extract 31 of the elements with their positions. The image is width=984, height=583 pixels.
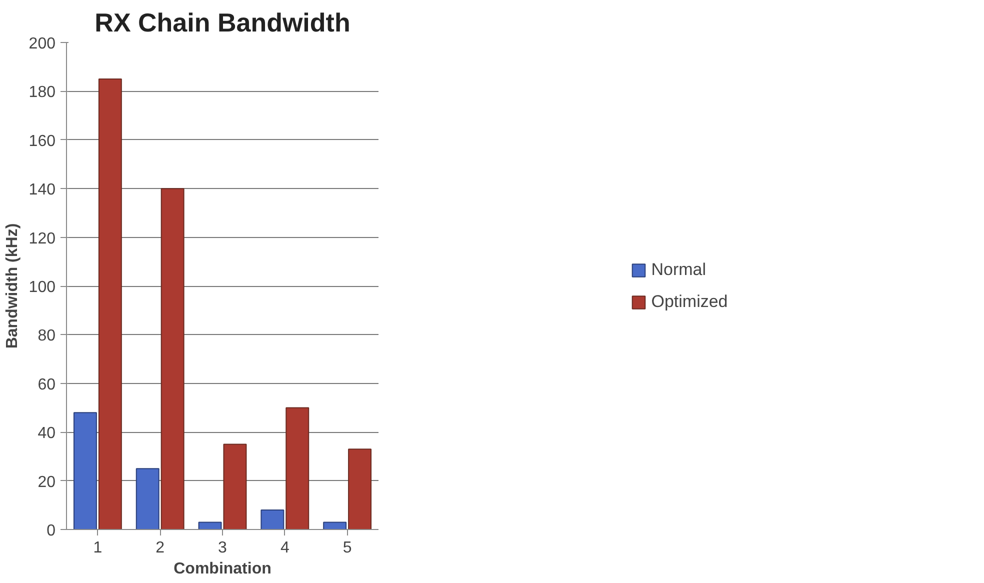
bar (286, 407, 310, 530)
x-tick-label: 1 (93, 540, 102, 556)
y-axis-title: Bandwidth (kHz) (4, 223, 21, 349)
x-tick-label: 2 (156, 540, 165, 556)
bar (73, 412, 97, 530)
bar (348, 448, 372, 530)
y-tick-label: 80 (38, 328, 56, 345)
y-tick-label: 180 (28, 84, 56, 102)
y-tick-label: 40 (38, 425, 56, 442)
legend-label: Normal (651, 260, 706, 280)
legend-label: Optimized (651, 292, 728, 312)
bar (198, 522, 222, 530)
x-tick-label: 3 (218, 540, 228, 556)
y-tick-label: 0 (46, 522, 56, 540)
y-tick-label: 100 (28, 279, 56, 296)
bar (160, 188, 184, 530)
x-tick-label: 5 (342, 540, 352, 556)
bar (136, 468, 160, 530)
y-tick-label: 140 (28, 182, 56, 199)
x-axis-title: Combination (174, 560, 272, 578)
y-tick-label: 120 (28, 230, 56, 248)
y-tick-label: 200 (28, 36, 56, 52)
bar (260, 510, 284, 530)
bar (98, 78, 122, 530)
y-tick-label: 60 (38, 376, 56, 394)
bar (223, 444, 247, 530)
chart-title: RX Chain Bandwidth (94, 8, 350, 38)
bar (323, 522, 347, 530)
x-tick-label: 4 (280, 540, 290, 556)
y-tick-label: 20 (38, 474, 56, 491)
y-tick-label: 160 (28, 132, 56, 150)
